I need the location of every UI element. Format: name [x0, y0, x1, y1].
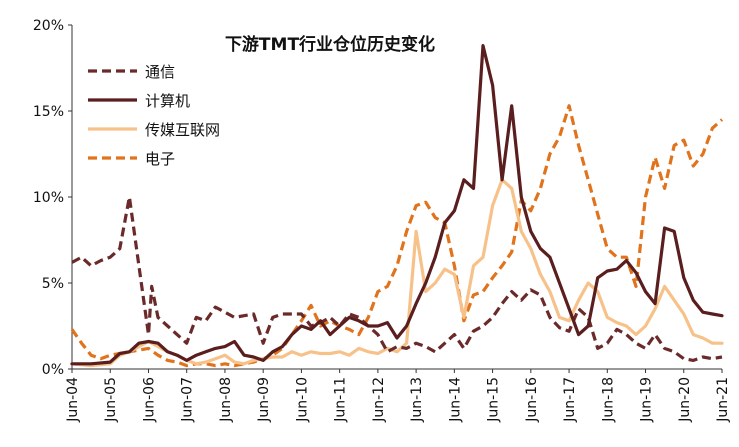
- y-tick-label: 5%: [42, 276, 64, 292]
- legend-label-0: 通信: [145, 63, 175, 81]
- legend-label-2: 传媒互联网: [145, 121, 220, 139]
- x-tick-label: Jun-06: [141, 377, 157, 423]
- y-tick-label: 20%: [33, 18, 64, 34]
- legend-label-1: 计算机: [145, 92, 190, 110]
- x-tick-label: Jun-04: [65, 377, 81, 423]
- x-tick-label: Jun-05: [103, 377, 119, 423]
- x-tick-label: Jun-20: [677, 377, 693, 423]
- series-line-0: [71, 195, 723, 362]
- x-tick-label: Jun-14: [447, 377, 463, 423]
- series-lines: [70, 43, 724, 368]
- x-tick-labels: Jun-04 Jun-05 Jun-06 Jun-07 Jun-08 Jun-09 Jun-…: [65, 369, 731, 423]
- y-tick-labels: 0% 5% 10% 15% 20%: [33, 18, 72, 378]
- y-tick-label: 15%: [33, 104, 64, 120]
- y-tick-label: 0%: [42, 362, 64, 378]
- legend-label-3: 电子: [145, 150, 175, 168]
- x-tick-label: Jun-17: [562, 377, 578, 423]
- x-tick-label: Jun-12: [371, 377, 387, 423]
- x-tick-label: Jun-09: [256, 377, 272, 423]
- x-tick-label: Jun-18: [600, 377, 616, 423]
- x-tick-label: Jun-08: [218, 377, 234, 423]
- x-tick-label: Jun-11: [333, 377, 349, 423]
- chart-title: 下游TMT行业仓位历史变化: [225, 34, 435, 55]
- x-tick-label: Jun-07: [180, 377, 196, 423]
- x-tick-label: Jun-16: [524, 377, 540, 423]
- x-tick-label: Jun-21: [715, 377, 731, 423]
- x-tick-label: Jun-13: [409, 377, 425, 423]
- x-tick-label: Jun-19: [639, 377, 655, 423]
- y-tick-label: 10%: [33, 190, 64, 206]
- series-line-2: [70, 178, 724, 368]
- series-line-1: [70, 43, 724, 366]
- x-tick-label: Jun-15: [486, 377, 502, 423]
- series-line-3: [70, 104, 724, 368]
- x-tick-label: Jun-10: [294, 377, 310, 423]
